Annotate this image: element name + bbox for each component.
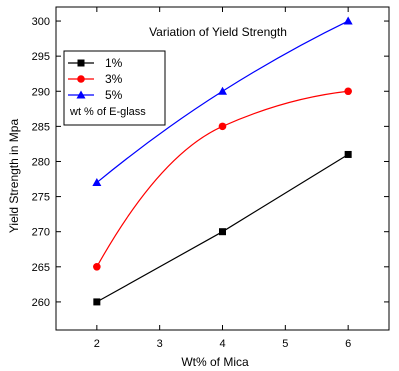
series-3pct	[93, 87, 352, 271]
series-5pct	[92, 16, 353, 187]
series-1pct	[93, 150, 352, 306]
x-tick-label: 6	[345, 338, 351, 350]
tick-marks: 2 3 4 5 6 260 265 270 275 280 285 290 295 300	[32, 7, 389, 350]
data-point	[92, 178, 102, 187]
y-tick-label: 285	[32, 121, 50, 133]
y-tick-label: 280	[32, 156, 50, 168]
x-tick-label: 3	[157, 338, 163, 350]
legend-label: 5%	[105, 88, 123, 102]
y-tick-label: 260	[32, 297, 50, 309]
legend-item: 1%	[68, 56, 123, 70]
y-tick-label: 290	[32, 86, 50, 98]
data-point	[344, 150, 352, 158]
y-tick-label: 270	[32, 227, 50, 239]
legend-title: wt % of E-glass	[69, 106, 146, 118]
y-tick-label: 265	[32, 262, 50, 274]
y-tick-label: 300	[32, 16, 50, 28]
series-layer	[92, 16, 353, 306]
data-point	[93, 298, 101, 306]
legend-label: 1%	[105, 56, 123, 70]
legend-marker	[77, 75, 85, 83]
data-point	[343, 16, 353, 25]
data-point	[218, 86, 227, 95]
legend-marker	[77, 59, 85, 67]
x-axis-label: Wt% of Mica	[181, 355, 249, 369]
data-point	[218, 122, 227, 131]
x-tick-label: 5	[282, 338, 288, 350]
x-tick-label: 2	[94, 338, 100, 350]
chart-title: Variation of Yield Strength	[149, 25, 287, 39]
y-tick-label: 295	[32, 51, 50, 63]
series-line	[96, 153, 349, 303]
legend-label: 3%	[105, 72, 123, 86]
data-point	[344, 87, 352, 96]
y-tick-label: 275	[32, 192, 50, 204]
data-point	[219, 228, 226, 236]
legend-marker	[76, 90, 86, 99]
legend: 1% 3% 5% wt % of E-glass	[63, 50, 166, 126]
x-tick-label: 4	[219, 338, 225, 350]
y-axis-label: Yield Strength in Mpa	[7, 119, 21, 234]
legend-item: 3%	[68, 72, 123, 86]
data-point	[93, 263, 101, 271]
legend-item: 5%	[68, 88, 123, 102]
